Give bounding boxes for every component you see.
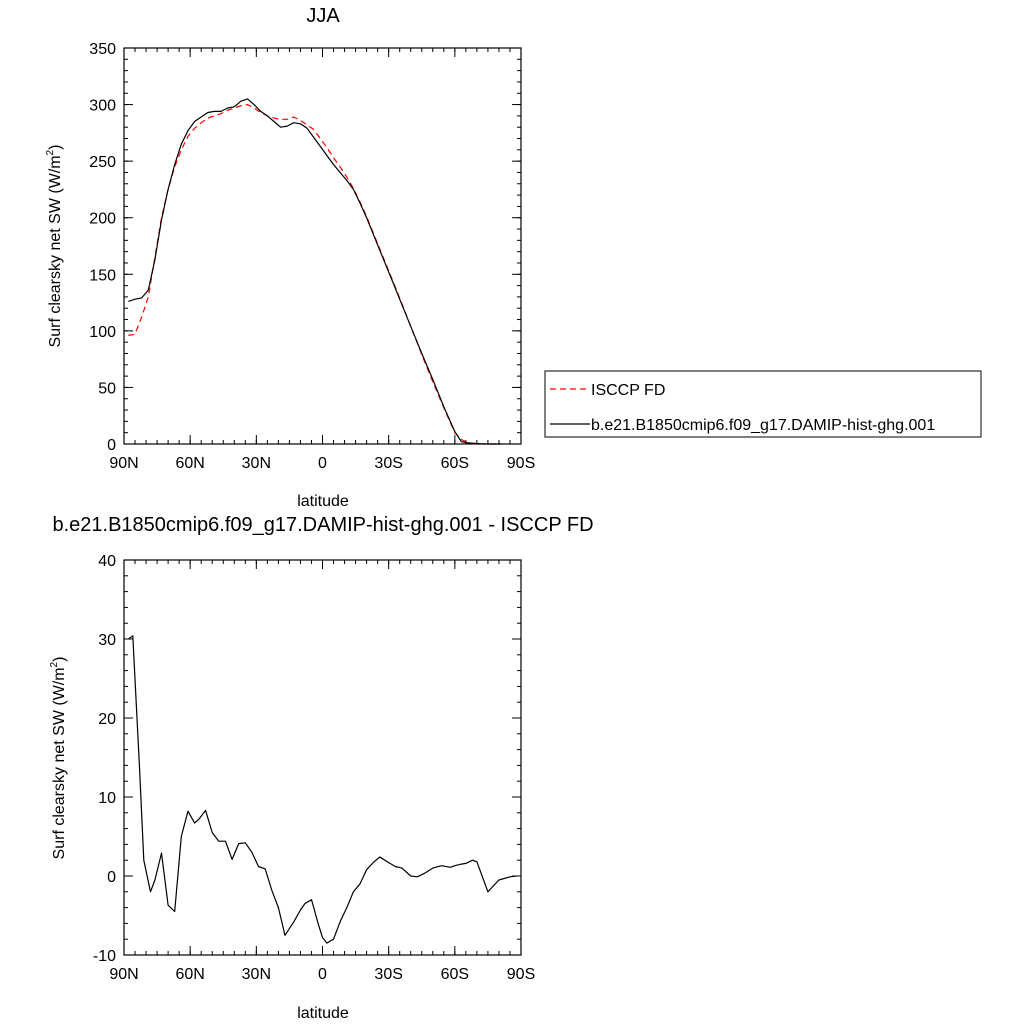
y-tick-label: 20 [98, 711, 116, 728]
x-tick-labels: 90N 60N 30N 0 30S 60S 90S [109, 455, 535, 472]
model-line [128, 98, 502, 445]
panel-title: JJA [306, 5, 340, 27]
y-tick-label: 200 [89, 211, 116, 228]
y-tick-label: 40 [98, 553, 116, 570]
axis-ticks [123, 559, 522, 956]
x-tick-label: 30S [374, 966, 402, 983]
x-tick-label: 30N [242, 966, 271, 983]
x-tick-label: 90S [507, 966, 535, 983]
y-axis-label: Surf clearsky net SW (W/m2) [49, 657, 68, 860]
x-tick-label: 90N [109, 966, 138, 983]
y-tick-label: 30 [98, 632, 116, 649]
y-tick-label: 150 [89, 267, 116, 284]
x-tick-label: 60N [175, 966, 204, 983]
y-tick-label: 100 [89, 324, 116, 341]
series-lines [128, 98, 502, 445]
plot-frame [123, 47, 522, 445]
y-axis-label: Surf clearsky net SW (W/m2) [45, 145, 64, 348]
x-axis-label: latitude [297, 1005, 349, 1022]
x-axis-label: latitude [297, 493, 349, 510]
legend: ISCCP FD b.e21.B1850cmip6.f09_g17.DAMIP-… [544, 370, 982, 438]
y-tick-labels: -10 0 10 20 30 40 [93, 553, 116, 965]
isccp-fd-line [128, 103, 502, 445]
y-tick-label: 350 [89, 41, 116, 58]
legend-label-model: b.e21.B1850cmip6.f09_g17.DAMIP-hist-ghg.… [591, 417, 935, 434]
legend-box [544, 370, 982, 438]
x-tick-label: 0 [318, 966, 327, 983]
x-tick-label: 90S [507, 455, 535, 472]
y-tick-label: 50 [98, 380, 116, 397]
series-lines [128, 635, 517, 944]
legend-label-isccp: ISCCP FD [591, 382, 665, 399]
y-tick-label: 0 [107, 869, 116, 886]
x-tick-label: 90N [109, 455, 138, 472]
axis-ticks [123, 47, 522, 445]
y-tick-label: 300 [89, 98, 116, 115]
x-tick-label: 30S [374, 455, 402, 472]
climatology-panel: JJA 90N 60N 30N 0 30S 60S 90S 0 50 100 150 200 250 3… [45, 5, 535, 510]
x-tick-label: 60S [441, 455, 469, 472]
x-tick-label: 60S [441, 966, 469, 983]
y-tick-label: 0 [107, 437, 116, 454]
y-tick-label: 250 [89, 154, 116, 171]
panel-title: b.e21.B1850cmip6.f09_g17.DAMIP-hist-ghg.… [52, 514, 593, 536]
y-tick-label: 10 [98, 790, 116, 807]
x-tick-label: 0 [318, 455, 327, 472]
y-tick-labels: 0 50 100 150 200 250 300 350 [89, 41, 116, 454]
x-tick-labels: 90N 60N 30N 0 30S 60S 90S [109, 966, 535, 983]
model-line [128, 635, 517, 944]
difference-panel: b.e21.B1850cmip6.f09_g17.DAMIP-hist-ghg.… [49, 514, 594, 1022]
plot-frame [123, 559, 522, 956]
x-tick-label: 30N [242, 455, 271, 472]
y-tick-label: -10 [93, 948, 116, 965]
x-tick-label: 60N [175, 455, 204, 472]
